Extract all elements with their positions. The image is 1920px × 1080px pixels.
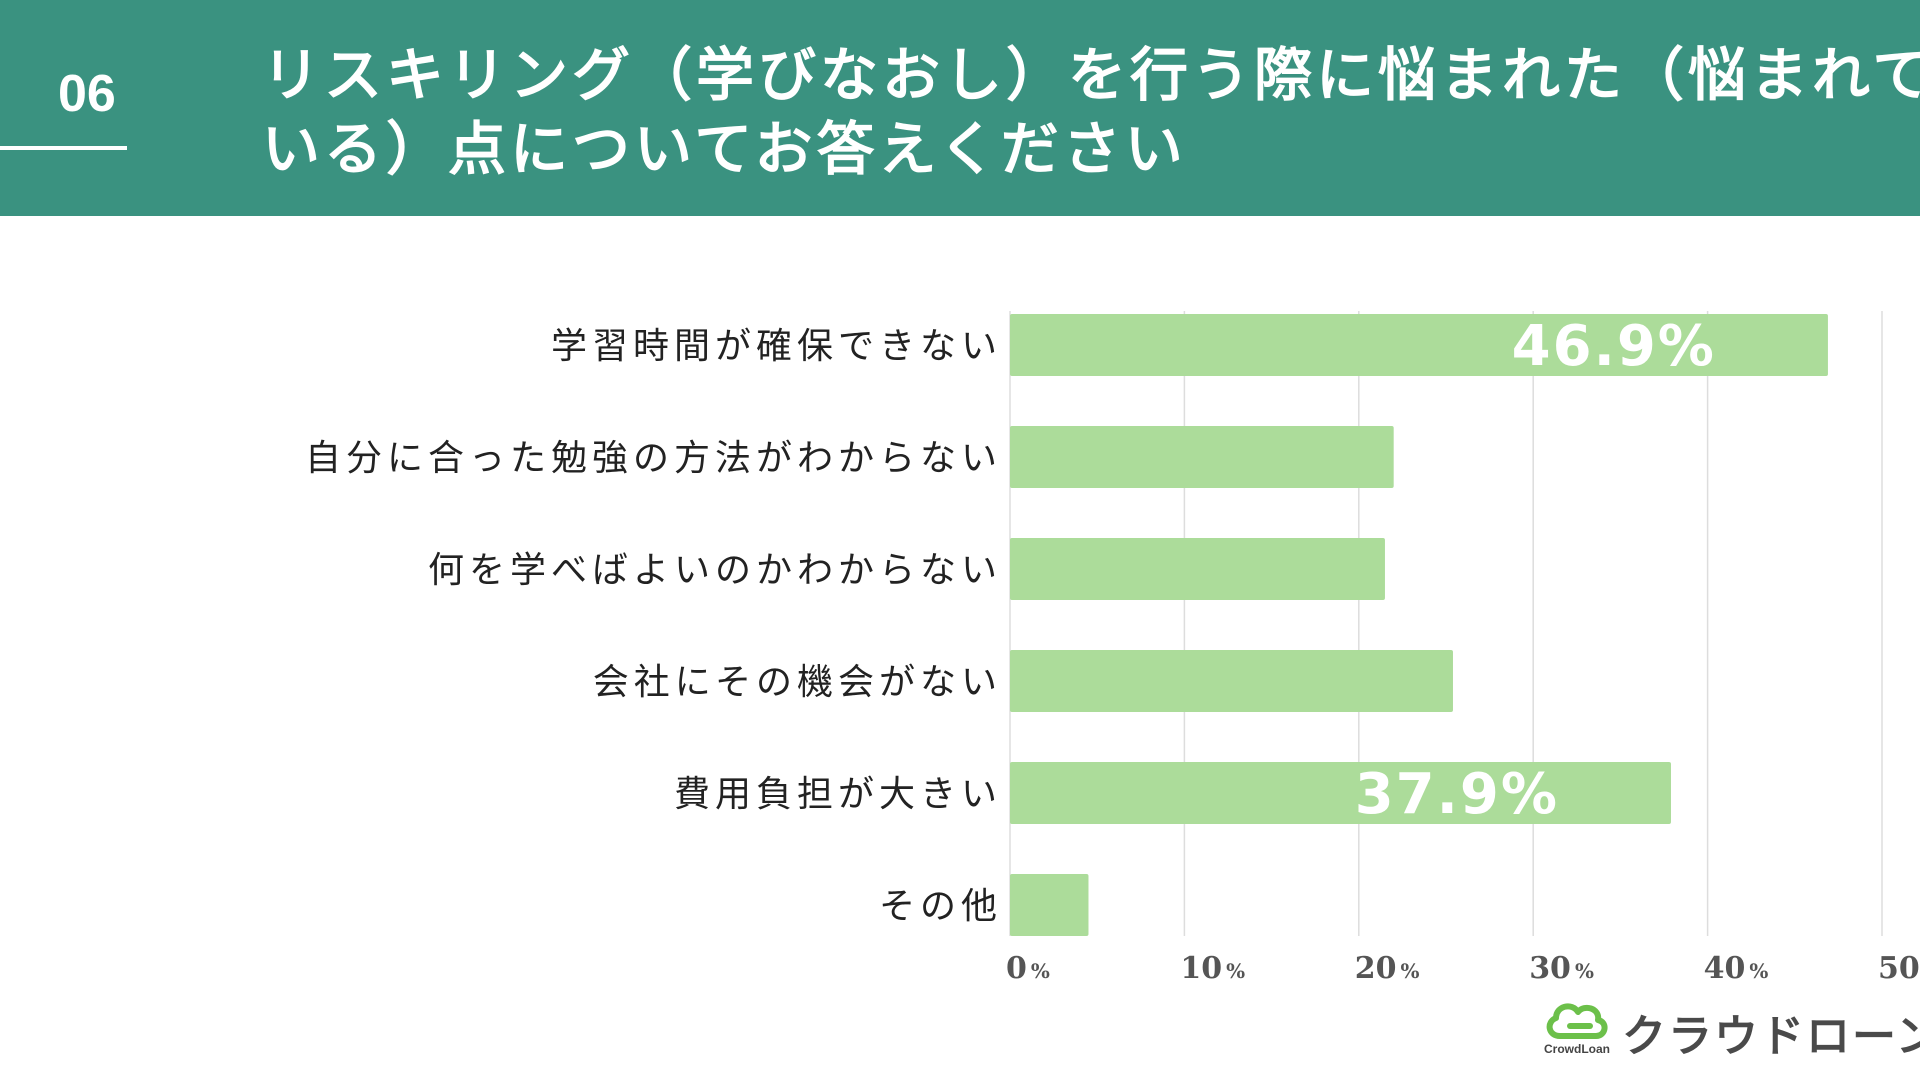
value-labels: 46.9% 37.9% xyxy=(1355,314,1716,827)
question-title-line-2: いる）点についてお答えください xyxy=(262,115,1187,183)
bar-2 xyxy=(1010,538,1385,600)
question-header: 06 リスキリング（学びなおし）を行う際に悩まれた（悩まれて いる）点についてお… xyxy=(0,0,1920,216)
category-label-1: 自分に合った勉強の方法がわからない xyxy=(305,438,1002,479)
grid-lines xyxy=(1009,311,1883,936)
category-label-4: 費用負担が大きい xyxy=(674,774,1002,815)
bars xyxy=(1010,314,1828,936)
question-title-line-1: リスキリング（学びなおし）を行う際に悩まれた（悩まれて xyxy=(262,41,1920,109)
category-label-0: 学習時間が確保できない xyxy=(551,326,1002,367)
bar-chart: 学習時間が確保できない自分に合った勉強の方法がわからない何を学べばよいのかわから… xyxy=(305,311,1920,986)
tick-label-30: 30% xyxy=(1529,951,1594,986)
axis-ticks: 0% 10% 20% 30% 40% 50% xyxy=(1006,951,1920,986)
bar-0 xyxy=(1010,314,1828,376)
category-label-3: 会社にその機会がない xyxy=(593,662,1002,703)
category-labels: 学習時間が確保できない自分に合った勉強の方法がわからない何を学べばよいのかわから… xyxy=(305,326,1002,927)
tick-label-50: 50% xyxy=(1878,951,1920,986)
bar-1 xyxy=(1010,426,1394,488)
question-title: リスキリング（学びなおし）を行う際に悩まれた（悩まれて いる）点についてお答えく… xyxy=(262,38,1920,186)
tick-label-40: 40% xyxy=(1704,951,1769,986)
question-number: 06 xyxy=(58,65,116,123)
category-label-5: その他 xyxy=(879,886,1002,927)
value-label-0: 46.9% xyxy=(1512,314,1716,379)
bar-3 xyxy=(1010,650,1453,712)
tick-label-20: 20% xyxy=(1355,951,1420,986)
bar-5 xyxy=(1010,874,1089,936)
question-number-underline xyxy=(0,146,127,150)
logo-subtext: CrowdLoan xyxy=(1544,1042,1610,1056)
logo-name: クラウドローン xyxy=(1622,1011,1920,1062)
tick-label-10: 10% xyxy=(1180,951,1245,986)
category-label-2: 何を学べばよいのかわからない xyxy=(428,550,1002,591)
crowdloan-logo: クラウドローン CrowdLoan xyxy=(1542,996,1920,1062)
value-label-4: 37.9% xyxy=(1355,762,1559,827)
tick-label-0: 0% xyxy=(1006,951,1050,986)
cloud-icon xyxy=(1546,1003,1608,1039)
bar-4 xyxy=(1010,762,1671,824)
